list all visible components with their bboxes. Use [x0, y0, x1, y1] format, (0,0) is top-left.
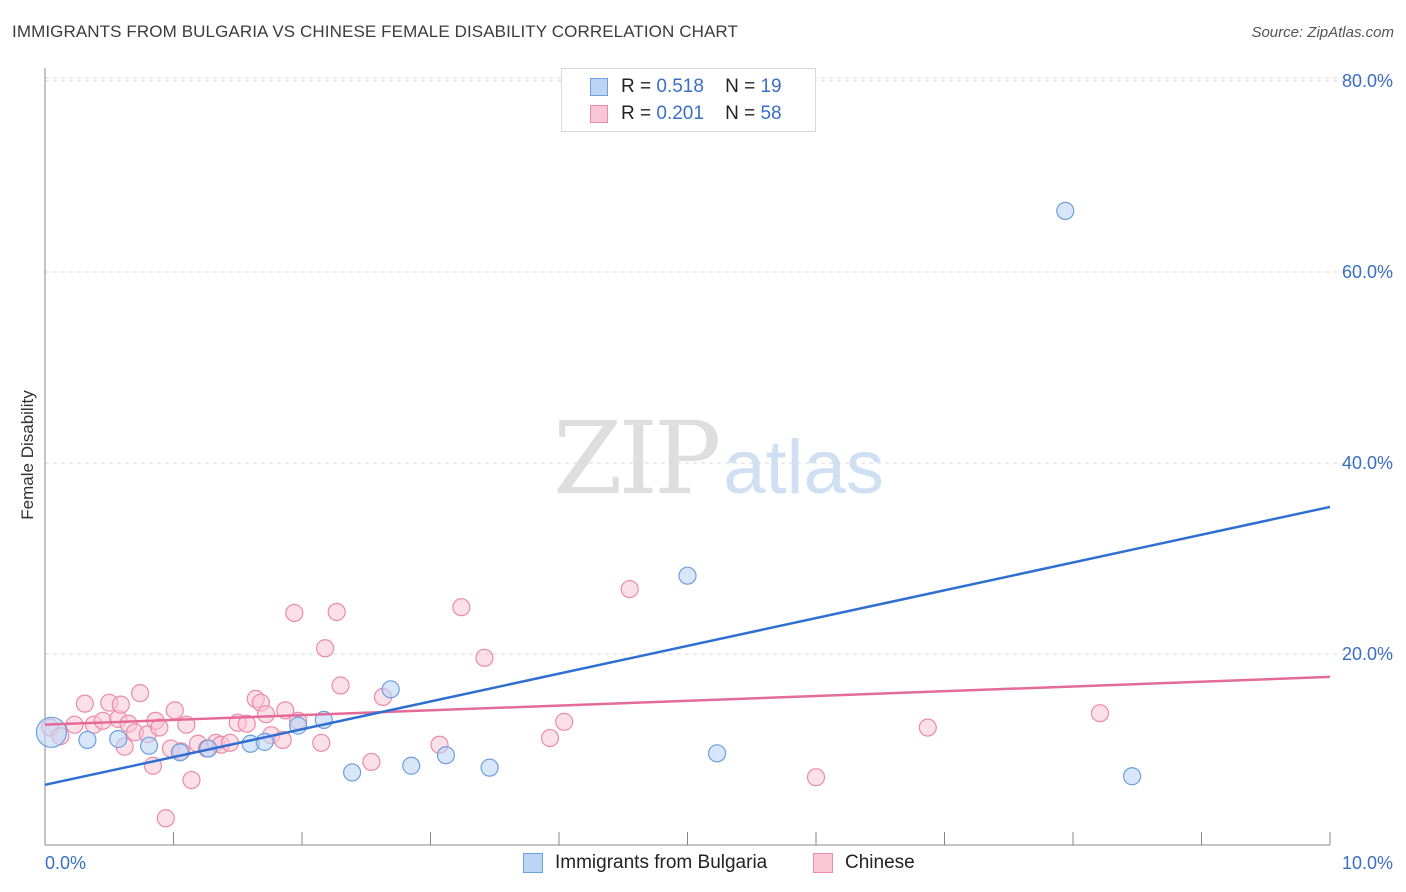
- legend-r-value: 0.201: [656, 103, 704, 124]
- data-point-chinese: [806, 768, 826, 787]
- grid-lines: [45, 77, 1392, 655]
- data-point-chinese: [285, 603, 304, 623]
- data-point-chinese: [156, 809, 175, 828]
- data-point-chinese: [165, 701, 184, 720]
- data-point-bulgaria: [1123, 767, 1142, 786]
- y-axis-label: Female Disability: [18, 390, 37, 520]
- trend-line-chinese: [44, 675, 1331, 726]
- y-tick-label: 60.0%: [1342, 262, 1393, 282]
- data-point-chinese: [150, 718, 169, 737]
- legend-n-label: N =: [725, 76, 756, 97]
- data-point-chinese: [312, 733, 331, 752]
- legend-swatch-chinese: [590, 105, 608, 123]
- data-point-bulgaria: [480, 758, 499, 777]
- data-point-bulgaria: [402, 756, 421, 775]
- data-point-bulgaria: [109, 729, 128, 749]
- y-tick-label: 80.0%: [1342, 71, 1393, 91]
- tick-labels: 20.0% 40.0% 60.0% 80.0% 0.0% 10.0%: [45, 71, 1393, 873]
- chart-title: IMMIGRANTS FROM BULGARIA VS CHINESE FEMA…: [12, 22, 738, 41]
- trend-line-bulgaria: [44, 505, 1331, 787]
- data-point-bulgaria: [170, 743, 190, 762]
- data-point-chinese: [362, 752, 381, 772]
- data-point-chinese: [918, 718, 937, 737]
- data-point-chinese: [130, 684, 150, 703]
- watermark-atlas: atlas: [723, 425, 884, 510]
- data-point-bulgaria: [343, 763, 362, 782]
- data-point-chinese: [1090, 704, 1110, 723]
- data-point-bulgaria: [1056, 201, 1075, 220]
- data-point-chinese: [182, 770, 201, 790]
- bottom-legend-swatch-bulgaria: [523, 853, 543, 873]
- source-label: Source: ZipAtlas.com: [1251, 24, 1394, 41]
- bulgaria-points: [35, 201, 1142, 786]
- x-tick-label-min: 0.0%: [45, 853, 86, 873]
- data-point-bulgaria: [35, 716, 68, 748]
- legend-r-label: R =: [621, 76, 652, 97]
- data-point-chinese: [256, 705, 276, 724]
- data-point-chinese: [75, 694, 94, 713]
- data-point-chinese: [540, 728, 560, 748]
- bottom-legend-label-chinese: Chinese: [845, 852, 915, 873]
- legend-r-label: R =: [621, 103, 652, 124]
- data-point-chinese: [555, 712, 574, 731]
- chinese-points: [41, 579, 1110, 828]
- data-point-bulgaria: [139, 736, 159, 755]
- data-point-chinese: [327, 602, 346, 622]
- data-point-bulgaria: [78, 730, 97, 750]
- data-point-bulgaria: [707, 744, 727, 763]
- data-point-bulgaria: [436, 746, 456, 765]
- data-point-chinese: [111, 695, 130, 714]
- x-tick-label-max: 10.0%: [1342, 853, 1393, 873]
- data-point-chinese: [237, 714, 256, 733]
- legend-swatch-bulgaria: [590, 78, 608, 96]
- trend-lines: [44, 505, 1331, 787]
- data-point-bulgaria: [381, 680, 400, 699]
- correlation-legend: R = 0.518 N = 19 R = 0.201 N = 58: [561, 68, 816, 132]
- data-point-chinese: [475, 648, 494, 667]
- bottom-legend-swatch-chinese: [813, 853, 833, 873]
- axes: [44, 68, 1331, 846]
- legend-n-value: 58: [760, 103, 782, 124]
- legend-r-value: 0.518: [656, 76, 704, 97]
- y-tick-label: 20.0%: [1342, 644, 1393, 664]
- data-point-chinese: [620, 579, 639, 599]
- watermark-zip: ZIP: [553, 400, 721, 517]
- data-point-chinese: [93, 711, 112, 730]
- watermark: ZIPatlas: [553, 400, 884, 517]
- data-point-chinese: [331, 676, 350, 695]
- bottom-legend-label-bulgaria: Immigrants from Bulgaria: [555, 852, 768, 873]
- legend-n-label: N =: [725, 103, 756, 124]
- data-point-bulgaria: [678, 566, 697, 585]
- y-tick-label: 40.0%: [1342, 453, 1393, 473]
- data-point-chinese: [316, 639, 335, 658]
- data-point-chinese: [273, 730, 292, 750]
- legend-n-value: 19: [760, 76, 782, 97]
- data-point-chinese: [452, 598, 471, 617]
